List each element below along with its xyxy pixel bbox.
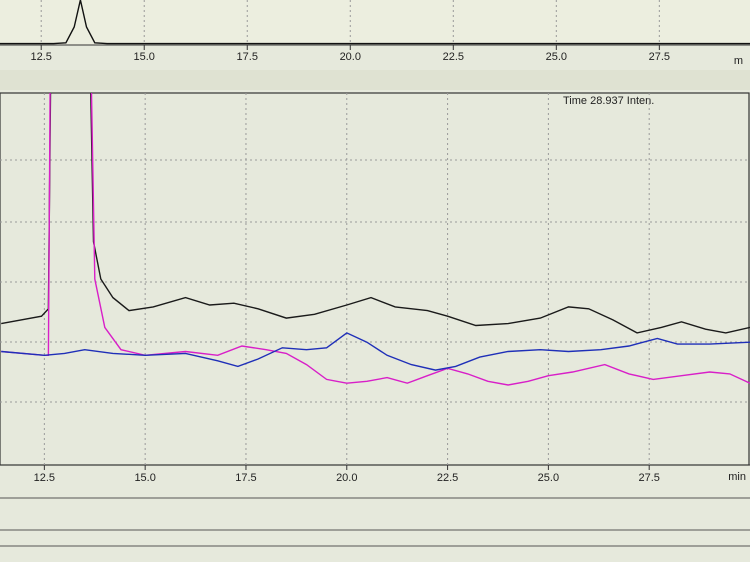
x-tick-label: 17.5 bbox=[235, 472, 256, 484]
x-tick-label: 15.0 bbox=[134, 472, 155, 484]
h-grid bbox=[0, 159, 750, 403]
x-tick-label: 25.0 bbox=[538, 472, 559, 484]
x-tick-label: 22.5 bbox=[443, 51, 464, 63]
series-line bbox=[1, 332, 750, 371]
x-tick-label: 22.5 bbox=[437, 472, 458, 484]
x-axis-label: min bbox=[728, 471, 746, 483]
series-line bbox=[1, 93, 750, 334]
x-axis-label: m bbox=[734, 55, 743, 67]
x-tick-label: 12.5 bbox=[30, 51, 51, 63]
main-plot bbox=[0, 92, 750, 466]
top-plot bbox=[0, 0, 750, 45]
separator bbox=[0, 70, 750, 90]
x-tick-label: 20.0 bbox=[340, 51, 361, 63]
annotation: Time 28.937 Inten. bbox=[563, 95, 654, 107]
x-tick-label: 27.5 bbox=[649, 51, 670, 63]
x-tick-label: 17.5 bbox=[237, 51, 258, 63]
x-tick-label: 25.0 bbox=[546, 51, 567, 63]
x-tick-label: 27.5 bbox=[638, 472, 659, 484]
x-tick-label: 15.0 bbox=[134, 51, 155, 63]
x-tick-label: 20.0 bbox=[336, 472, 357, 484]
series-line bbox=[1, 93, 750, 386]
series-line bbox=[0, 0, 750, 45]
x-tick-label: 12.5 bbox=[34, 472, 55, 484]
